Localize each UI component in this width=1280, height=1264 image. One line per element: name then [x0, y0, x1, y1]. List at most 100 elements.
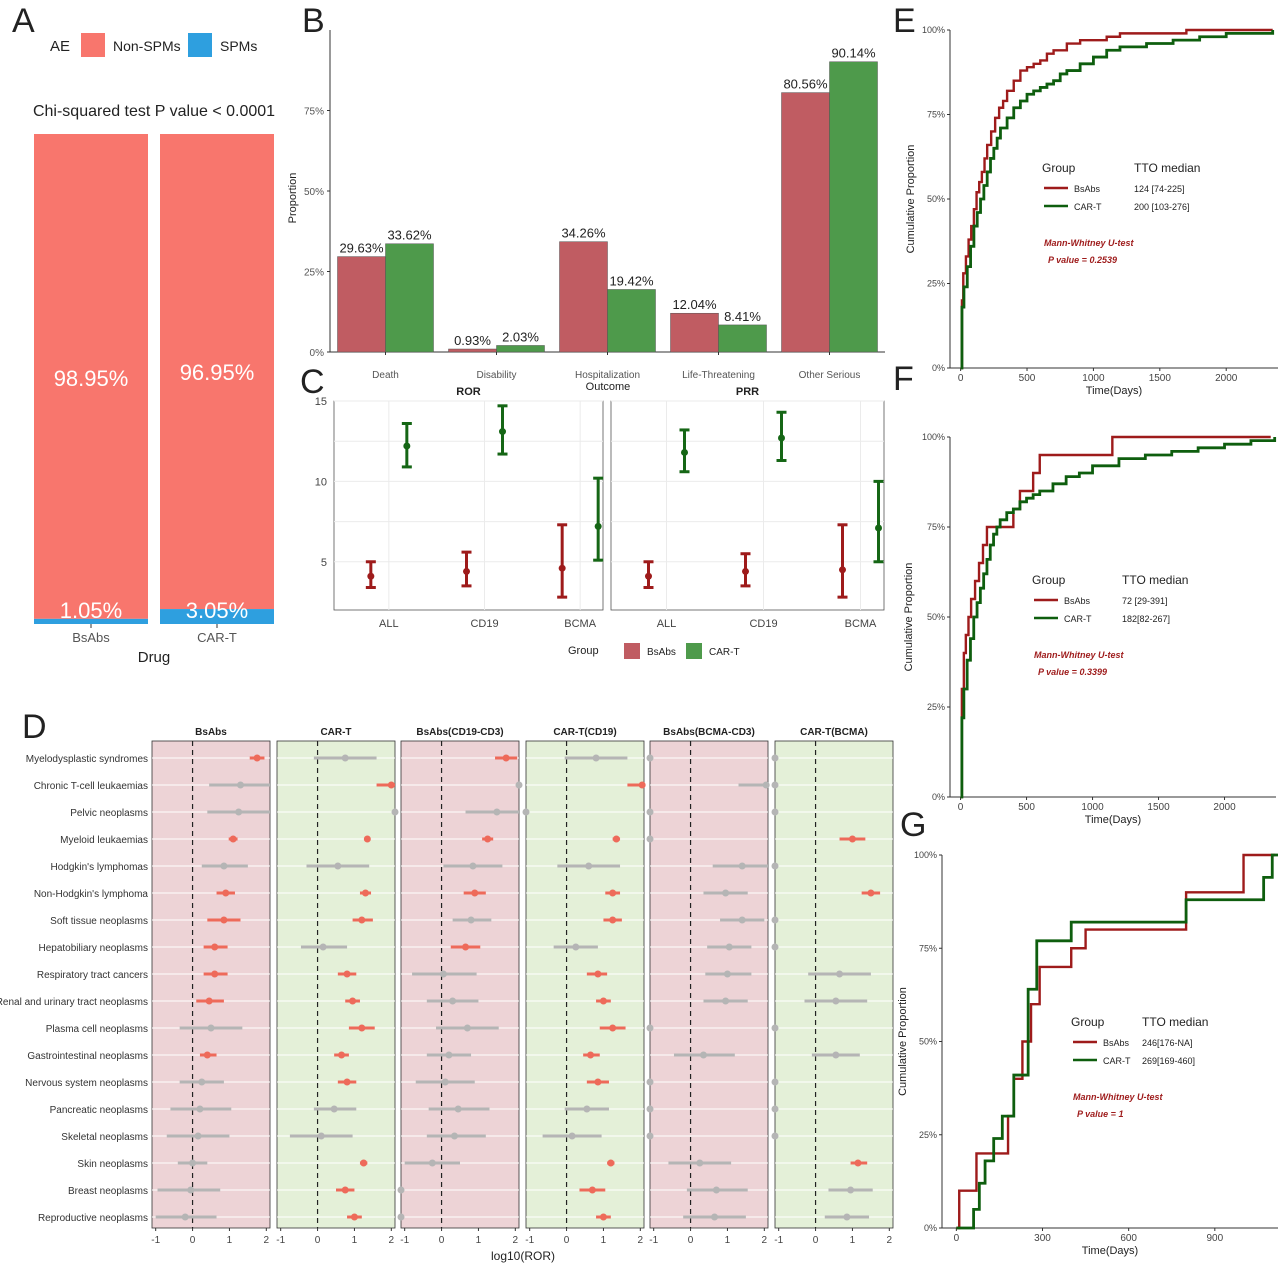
row-label: Pancreatic neoplasms: [50, 1105, 148, 1116]
legend-label: CAR-T: [709, 647, 740, 658]
estimate-15: [177, 1159, 208, 1167]
estimate-9: [345, 997, 360, 1005]
data-label: 34.26%: [561, 226, 606, 241]
point-estimate: [220, 862, 228, 870]
bar-bsabs: [559, 241, 608, 353]
estimate-4: [201, 862, 248, 870]
facet-title: BsAbs(CD19-CD3): [416, 727, 503, 738]
legend-title: Group: [1042, 161, 1076, 175]
estimate-9: [703, 997, 748, 1005]
point-estimate: [599, 997, 607, 1005]
tick-label: 0: [315, 1235, 321, 1246]
tick-label: -1: [774, 1235, 783, 1246]
point-estimate: [592, 754, 600, 762]
data-label: 12.04%: [672, 297, 717, 312]
facet-0: BsAbs -1 0 1 2: [151, 727, 271, 1246]
point-estimate: [646, 808, 654, 816]
tick-label: Hospitalization: [575, 370, 640, 381]
estimate-17: [824, 1213, 870, 1221]
estimate-17: [347, 1213, 362, 1221]
estimate-12: [179, 1078, 224, 1086]
estimate-16: [336, 1186, 355, 1194]
tick-label: 15: [315, 396, 327, 408]
row-label: Non-Hodgkin's lymphoma: [34, 889, 149, 900]
legend-median: 124 [74-225]: [1134, 184, 1185, 194]
point-estimate: [220, 916, 228, 924]
estimate-3: [363, 835, 371, 843]
point-estimate: [187, 1186, 195, 1194]
point-estimate: [848, 835, 856, 843]
point-estimate: [522, 808, 530, 816]
point-estimate: [462, 943, 470, 951]
estimate-11: [811, 1051, 860, 1059]
point-estimate: [343, 970, 351, 978]
row-label: Respiratory tract cancers: [37, 970, 148, 981]
point-estimate: [568, 1132, 576, 1140]
row-label: Myeloid leukaemias: [60, 835, 148, 846]
data-label: 8.41%: [724, 309, 761, 324]
estimate-9: [196, 997, 224, 1005]
legend-title: AE: [50, 38, 70, 55]
point-estimate: [428, 1159, 436, 1167]
legend-label: BsAbs: [1064, 596, 1091, 606]
estimate-10: [179, 1024, 243, 1032]
estimate-6: [207, 916, 241, 924]
panel-f: 0% 25% 50% 75% 100% 0 500 1000 1500 2000 Time(Days…: [903, 432, 1277, 826]
axis-label: Outcome: [586, 381, 631, 393]
tick-label: 0: [564, 1235, 570, 1246]
axis-label: log10(ROR): [491, 1249, 555, 1263]
tick-label: 5: [321, 557, 327, 569]
point-estimate: [253, 754, 261, 762]
legend-title: Group: [1071, 1015, 1105, 1029]
estimate-9: [596, 997, 611, 1005]
estimate-1: [771, 781, 779, 789]
point-estimate: [646, 754, 654, 762]
tick-label: 500: [1019, 373, 1036, 384]
tick-label: 1500: [1149, 373, 1172, 384]
point-estimate: [646, 1078, 654, 1086]
errorbar-car-t: [776, 410, 787, 462]
panel-d: BsAbs -1 0 1 2 CAR-T -1 0 1 2 BsAbs(CD19-CD3) -1 0 1 2…: [0, 727, 894, 1263]
point-estimate: [196, 1105, 204, 1113]
estimate-7: [707, 943, 752, 951]
bar-car-t: [496, 345, 545, 353]
point-estimate: [594, 970, 602, 978]
facet-frame: [151, 740, 271, 1229]
errorbar-car-t: [593, 476, 604, 562]
axis-label: Drug: [138, 649, 171, 666]
point-estimate: [583, 1105, 591, 1113]
point-estimate: [367, 572, 375, 580]
facet-frame: [649, 740, 769, 1229]
tick-label: 100%: [922, 432, 945, 442]
errorbar-car-t: [401, 422, 412, 469]
estimate-13: [170, 1105, 232, 1113]
tick-label: BsAbs: [72, 630, 110, 645]
facet-title: BsAbs: [195, 727, 227, 738]
estimate-16: [579, 1186, 606, 1194]
tick-label: 1: [227, 1235, 233, 1246]
point-estimate: [362, 889, 369, 897]
pvalue-label: P value = 0.2539: [1048, 255, 1117, 265]
tick-label: 600: [1120, 1233, 1137, 1244]
axis-label: Time(Days): [1085, 814, 1141, 826]
data-label: 3.05%: [186, 598, 248, 623]
legend-median: 182[82-267]: [1122, 614, 1170, 624]
estimate-8: [337, 970, 357, 978]
point-estimate: [211, 970, 219, 978]
point-estimate: [771, 1105, 779, 1113]
point-estimate: [847, 1186, 855, 1194]
tick-label: 100%: [922, 25, 945, 35]
bar-bsabs: [448, 348, 497, 353]
point-estimate: [207, 1024, 215, 1032]
estimate-7: [203, 943, 228, 951]
tick-label: 2: [389, 1235, 395, 1246]
data-label: 0.93%: [454, 333, 491, 348]
facet-frame: [525, 740, 645, 1229]
tick-label: 0: [958, 373, 964, 384]
point-estimate: [211, 943, 219, 951]
estimate-4: [306, 862, 370, 870]
point-estimate: [363, 835, 371, 843]
tick-label: ALL: [657, 618, 677, 630]
point-estimate: [397, 1213, 405, 1221]
